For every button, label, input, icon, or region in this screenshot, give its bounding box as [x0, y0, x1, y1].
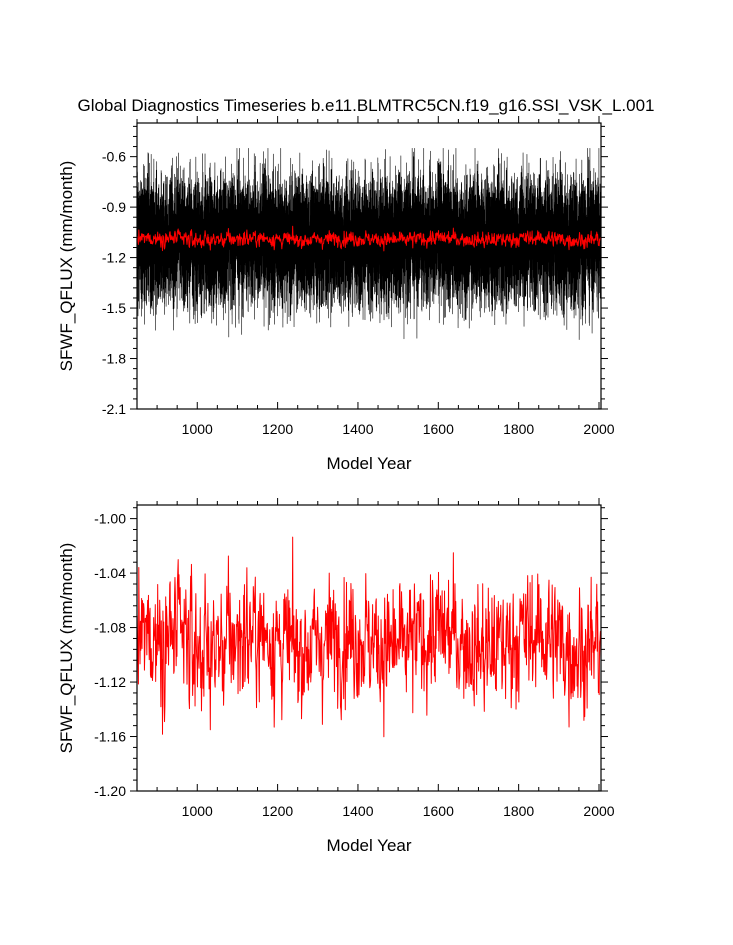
bottom-ytick-label: -1.04 — [94, 565, 126, 581]
bottom-ytick-label: -1.20 — [94, 783, 126, 799]
top-y-axis-label: SFWF_QFLUX (mm/month) — [57, 161, 76, 372]
bottom-xtick-label: 1600 — [423, 803, 454, 819]
top-ytick-label: -1.2 — [102, 250, 126, 266]
top-series-monthly — [137, 147, 601, 340]
top-panel: 1000 1200 1400 1600 1800 2000 -2.1 -1.8 -1.5 -1.2… — [57, 116, 615, 473]
bottom-y-axis-label: SFWF_QFLUX (mm/month) — [57, 543, 76, 754]
bottom-xtick-label: 1800 — [503, 803, 534, 819]
bottom-xtick-label: 1200 — [262, 803, 293, 819]
bottom-xtick-label: 1000 — [182, 803, 213, 819]
top-axes-frame — [136, 122, 602, 410]
bottom-plot-area — [137, 536, 601, 738]
figure-title: Global Diagnostics Timeseries b.e11.BLMT… — [77, 96, 654, 115]
top-xtick-label: 1400 — [342, 421, 373, 437]
top-ytick-label: -0.9 — [102, 199, 126, 215]
top-ytick-label: -1.8 — [102, 351, 126, 367]
bottom-xtick-label: 1400 — [342, 803, 373, 819]
top-ytick-label: -2.1 — [102, 401, 126, 417]
top-series-annual-mean — [137, 225, 601, 252]
top-x-axis-label: Model Year — [326, 454, 411, 473]
bottom-xtick-label: 2000 — [583, 803, 614, 819]
bottom-series-annual-mean — [137, 536, 601, 738]
bottom-ytick-label: -1.08 — [94, 620, 126, 636]
bottom-x-axis-label: Model Year — [326, 836, 411, 855]
bottom-ytick-label: -1.12 — [94, 674, 126, 690]
bottom-ytick-label: -1.16 — [94, 729, 126, 745]
top-ytick-label: -0.6 — [102, 149, 126, 165]
top-xtick-label: 2000 — [583, 421, 614, 437]
top-xtick-label: 1000 — [182, 421, 213, 437]
bottom-axes-frame — [136, 504, 602, 792]
top-xtick-label: 1200 — [262, 421, 293, 437]
top-ytick-label: -1.5 — [102, 300, 126, 316]
top-xtick-label: 1600 — [423, 421, 454, 437]
bottom-ytick-label: -1.00 — [94, 511, 126, 527]
top-plot-area — [137, 147, 601, 340]
top-xtick-label: 1800 — [503, 421, 534, 437]
bottom-panel: 1000 1200 1400 1600 1800 2000 -1.20 -1.16 -1.12 -… — [57, 498, 615, 855]
